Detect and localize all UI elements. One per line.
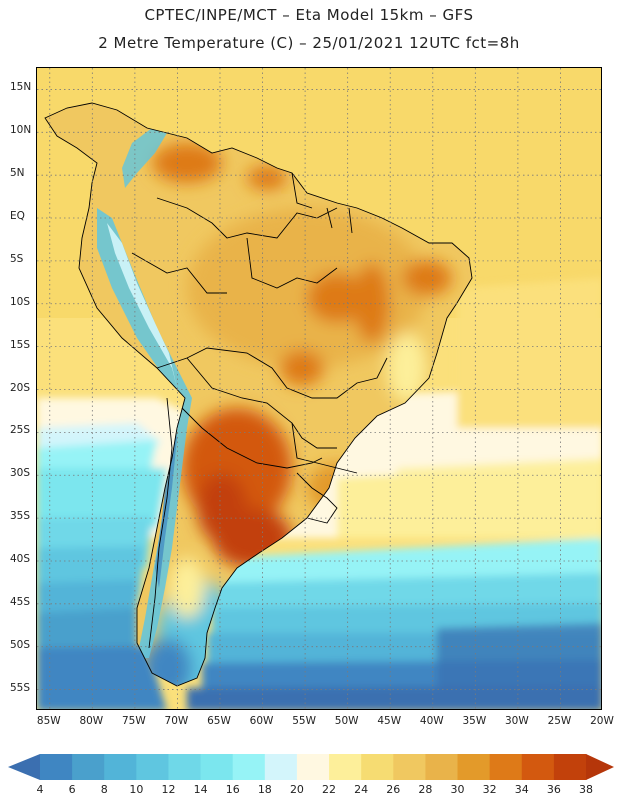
lon-label: 70W: [164, 715, 189, 727]
graticule: [37, 68, 601, 709]
colorbar-segment: [104, 754, 137, 780]
lat-label: 5N: [10, 167, 25, 180]
lon-label: 65W: [207, 715, 231, 727]
lon-label: 45W: [377, 715, 402, 727]
lat-label: 15S: [10, 338, 31, 351]
colorbar-label: 38: [579, 783, 593, 796]
lat-label: 20S: [10, 381, 31, 394]
lat-label: 55S: [10, 681, 31, 694]
lat-label: EQ: [10, 210, 25, 223]
lon-label: 85W: [36, 715, 61, 727]
colorbar-label: 4: [36, 783, 44, 796]
colorbar-label: 20: [289, 783, 304, 796]
temperature-map: [36, 67, 602, 710]
colorbar-segment: [72, 754, 105, 780]
colorbar-segment: [489, 754, 523, 780]
colorbar-segment: [136, 754, 169, 780]
lat-label: 50S: [10, 638, 31, 651]
colorbar-label: 32: [482, 783, 497, 796]
colorbar-label: 36: [546, 783, 561, 796]
colorbar-label: 26: [386, 783, 401, 796]
lon-label: 50W: [334, 715, 359, 727]
lon-label: 35W: [462, 715, 487, 727]
lon-label: 25W: [547, 715, 572, 727]
lat-label: 5S: [10, 252, 24, 265]
colorbar-label: 34: [514, 783, 529, 796]
colorbar-segment: [553, 754, 587, 780]
map-svg: [37, 68, 601, 709]
colorbar-segment: [264, 754, 298, 780]
lon-label: 40W: [419, 715, 444, 727]
lon-label: 75W: [122, 715, 146, 727]
lat-label: 30S: [10, 467, 31, 480]
colorbar-segment: [40, 754, 73, 780]
colorbar-label: 18: [257, 783, 272, 796]
colorbar-segment: [329, 754, 362, 780]
colorbar-segment: [457, 754, 491, 780]
colorbar-label: 10: [129, 783, 144, 796]
lat-label: 40S: [10, 552, 31, 565]
colorbar-segment: [168, 754, 202, 780]
colorbar-segment: [232, 754, 266, 780]
lon-label: 55W: [292, 715, 316, 727]
colorbar-label: 24: [354, 783, 369, 796]
lat-label: 45S: [10, 595, 31, 608]
colorbar-segment: [200, 754, 234, 780]
colorbar-segment: [425, 754, 459, 780]
temperature-colorbar: [8, 754, 614, 780]
colorbar-label: 30: [450, 783, 465, 796]
colorbar-label: 14: [193, 783, 208, 796]
colorbar-label: 28: [418, 783, 433, 796]
lat-label: 10N: [10, 124, 32, 137]
colorbar-segment: [361, 754, 394, 780]
lat-label: 25S: [10, 424, 31, 437]
lat-label: 15N: [10, 81, 32, 94]
lon-label: 20W: [590, 715, 614, 727]
colorbar-right-arrow: [586, 754, 614, 780]
lon-label: 30W: [505, 715, 529, 727]
colorbar-segment: [521, 754, 555, 780]
lat-label: 35S: [10, 510, 31, 523]
colorbar-label: 8: [100, 783, 108, 796]
colorbar-left-arrow: [8, 754, 40, 780]
lon-label: 80W: [79, 715, 104, 727]
lat-label: 10S: [10, 295, 31, 308]
title-line-2: 2 Metre Temperature (C) – 25/01/2021 12U…: [98, 34, 520, 52]
colorbar-segment: [296, 754, 330, 780]
colorbar-label: 22: [322, 783, 337, 796]
colorbar-label: 12: [161, 783, 176, 796]
colorbar-label: 6: [68, 783, 76, 796]
lon-label: 60W: [249, 715, 274, 727]
colorbar-label: 16: [225, 783, 240, 796]
colorbar-segment: [393, 754, 426, 780]
title-line-1: CPTEC/INPE/MCT – Eta Model 15km – GFS: [144, 6, 474, 24]
